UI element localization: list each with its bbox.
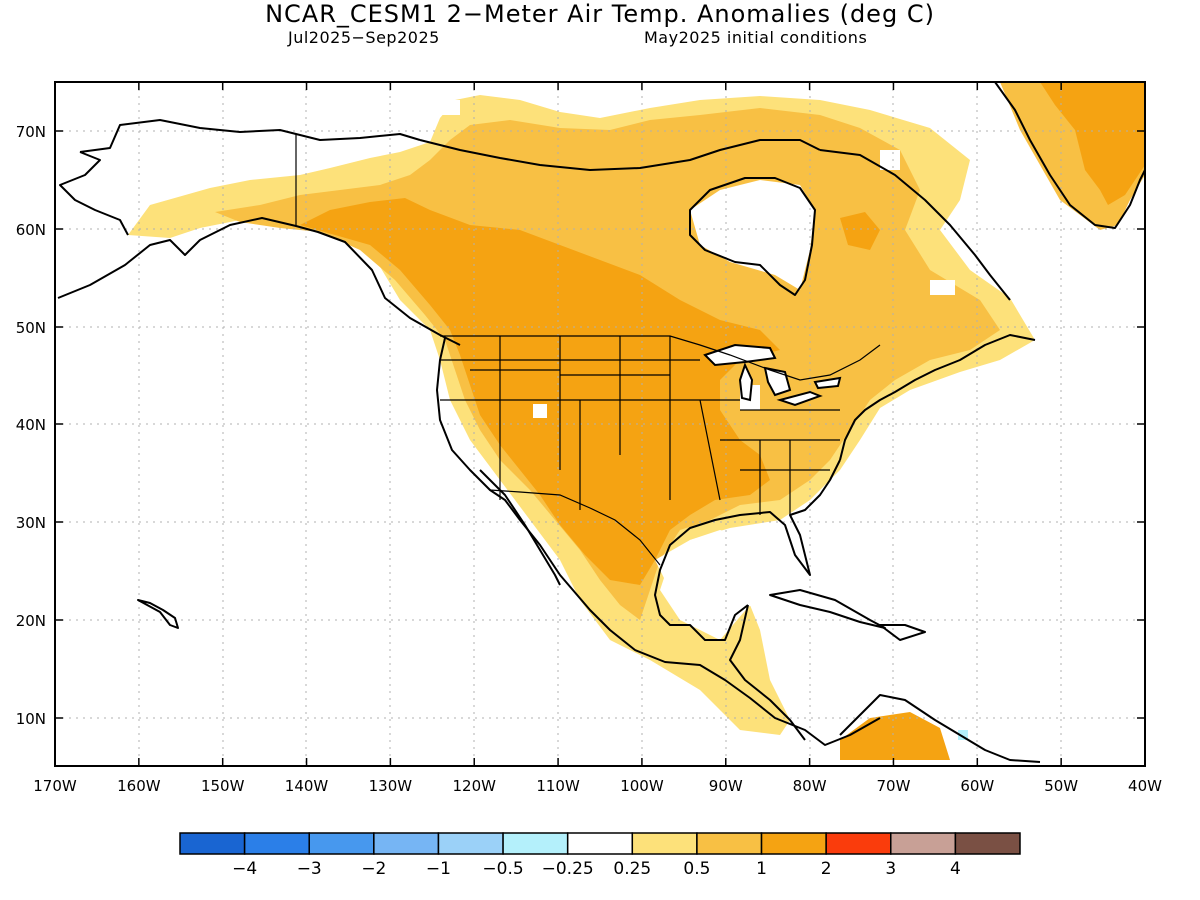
legend-swatch: [954, 832, 1021, 855]
color-legend: −4 −3 −2 −1 −0.5 −0.25 0.25 0.5 1 2 3 4: [179, 832, 1021, 879]
us-mexico-border: [489, 489, 661, 566]
legend-label: −0.25: [542, 859, 594, 879]
anomaly-fill-layer: [128, 82, 1145, 760]
hudson-bay-coast: [689, 177, 816, 296]
lon-label: 170W: [33, 777, 77, 795]
alaska-north-coast: [79, 119, 421, 153]
legend-swatch: [696, 832, 763, 855]
missing-cell: [930, 280, 955, 295]
legend-swatch: [631, 832, 698, 855]
gulf-coast: [654, 459, 841, 641]
legend-label: 0.25: [613, 859, 651, 879]
latitude-axis: 70N 60N 50N 40N 30N 20N 10N: [16, 123, 1145, 728]
missing-cell: [880, 150, 900, 170]
legend-label: −4: [232, 859, 257, 879]
state-lines-1: [440, 336, 740, 510]
greenland-anomaly-strong: [1040, 82, 1145, 205]
lake-erie: [776, 390, 823, 407]
hudson-bay-gap: [690, 180, 815, 290]
legend-label: −1: [426, 859, 451, 879]
lon-label: 110W: [536, 777, 580, 795]
lon-label: 140W: [285, 777, 329, 795]
legend-swatch: [760, 832, 827, 855]
legend-label: −0.5: [482, 859, 523, 879]
legend-swatch: [373, 832, 440, 855]
lon-label: 160W: [117, 777, 161, 795]
central-america-coast: [729, 604, 806, 741]
lon-label: 100W: [620, 777, 664, 795]
lat-label: 40N: [16, 416, 46, 434]
arctic-coast: [419, 139, 821, 171]
lat-label: 20N: [16, 612, 46, 630]
cuba-coast: [769, 589, 886, 629]
map-title: NCAR_CESM1 2−Meter Air Temp. Anomalies (…: [265, 0, 935, 28]
legend-swatch: [566, 832, 634, 855]
negative-cell: [958, 730, 968, 740]
lake-ontario: [813, 376, 842, 390]
legend-swatch: [308, 832, 375, 855]
us-canada-border: [440, 335, 881, 381]
great-lakes: [703, 343, 842, 407]
lat-label: 10N: [16, 710, 46, 728]
hispaniola-coast: [879, 624, 926, 641]
lon-label: 40W: [1128, 777, 1162, 795]
forecast-period: Jul2025−Sep2025: [288, 28, 440, 47]
legend-label: 3: [885, 859, 896, 879]
legend-swatch: [825, 832, 892, 855]
gulf-gap: [655, 530, 790, 610]
anomaly-region-strong: [300, 198, 780, 585]
state-lines-2: [440, 359, 840, 515]
initial-conditions: May2025 initial conditions: [644, 28, 868, 47]
longitude-axis: 170W 160W 150W 140W 130W 120W 110W 100W 90W 80W 70…: [33, 82, 1162, 795]
alaska-coast: [57, 217, 461, 346]
labrador-coast: [819, 149, 1011, 301]
lon-label: 60W: [960, 777, 994, 795]
hawaii-coast: [137, 599, 179, 629]
west-us-coast: [436, 337, 881, 746]
missing-cell: [430, 100, 460, 115]
lat-label: 50N: [16, 319, 46, 337]
lon-label: 50W: [1044, 777, 1078, 795]
south-america-coast: [839, 694, 1041, 763]
anomaly-region-strong: [840, 212, 880, 250]
legend-swatch: [243, 832, 310, 855]
lon-label: 90W: [709, 777, 743, 795]
missing-cell: [533, 404, 547, 418]
coastlines: [57, 82, 1145, 763]
lake-superior: [703, 343, 777, 367]
lat-label: 30N: [16, 514, 46, 532]
legend-label: −3: [297, 859, 322, 879]
legend-label: 0.5: [683, 859, 710, 879]
legend-label: 4: [950, 859, 961, 879]
alaska-west-coast: [59, 151, 129, 236]
lon-label: 80W: [793, 777, 827, 795]
lon-label: 120W: [452, 777, 496, 795]
legend-swatch: [179, 832, 246, 855]
legend-label: −2: [361, 859, 386, 879]
lon-label: 130W: [369, 777, 413, 795]
legend-label: 2: [821, 859, 832, 879]
legend-swatch: [502, 832, 569, 855]
legend-swatch: [890, 832, 957, 855]
lake-michigan: [738, 362, 754, 402]
east-us-coast: [839, 334, 1036, 461]
legend-swatch: [437, 832, 504, 855]
greenland-coast: [994, 82, 1145, 229]
lat-label: 70N: [16, 123, 46, 141]
lon-label: 150W: [201, 777, 245, 795]
lat-label: 60N: [16, 221, 46, 239]
political-boundaries: [295, 134, 881, 566]
graticule: [55, 82, 1145, 766]
lon-label: 70W: [877, 777, 911, 795]
legend-label: 1: [756, 859, 767, 879]
